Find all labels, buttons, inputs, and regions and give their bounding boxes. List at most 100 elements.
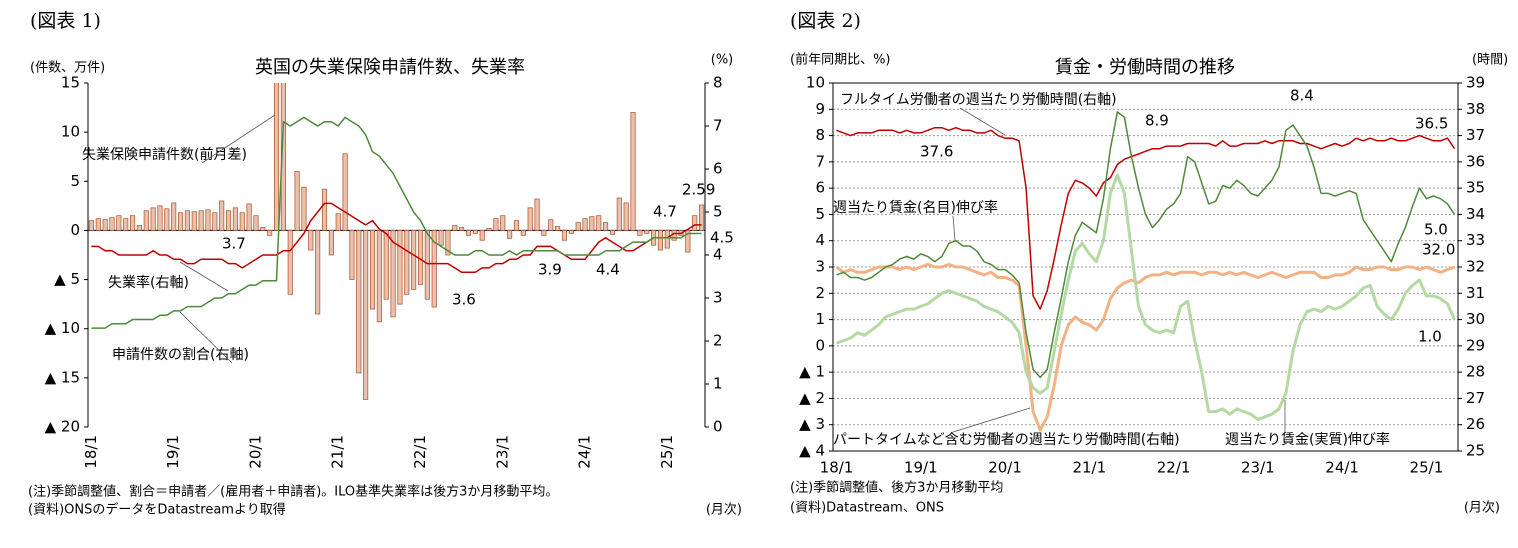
- bar: [287, 230, 293, 295]
- annotation: 3.9: [538, 261, 562, 279]
- leader-line: [179, 261, 229, 292]
- annotation: 3.6: [452, 291, 476, 309]
- series-label: 週当たり賃金(名目)伸び率: [833, 199, 998, 216]
- leader-line: [959, 107, 1006, 136]
- bar: [644, 230, 650, 234]
- y-tick-label: ▲ 4: [799, 442, 825, 460]
- bar: [664, 230, 670, 249]
- bar: [397, 230, 403, 305]
- bar: [349, 230, 355, 280]
- line-series: [91, 202, 702, 273]
- bar: [438, 230, 444, 246]
- y-tick-label: 7: [815, 152, 825, 170]
- bar: [596, 215, 602, 231]
- bar: [225, 210, 232, 231]
- bar: [335, 213, 341, 231]
- x-tick-label: 18/1: [820, 459, 854, 477]
- y-tick-label: 10: [61, 123, 80, 141]
- y2-tick-label: 0: [713, 418, 723, 436]
- bar: [219, 200, 225, 231]
- y2-tick-label: 27: [1466, 389, 1485, 407]
- x-tick-label: 19/1: [904, 459, 938, 477]
- bar: [657, 230, 663, 251]
- bar: [212, 212, 218, 231]
- bar: [603, 222, 609, 231]
- x-tick-label: 21/1: [1072, 459, 1106, 477]
- bar: [267, 230, 273, 236]
- bar: [411, 230, 417, 290]
- y2-tick-label: 3: [713, 289, 723, 307]
- bar: [253, 215, 259, 231]
- bar: [637, 230, 643, 236]
- y-tick-label: 6: [815, 179, 825, 197]
- y2-tick-label: 29: [1466, 336, 1485, 354]
- y-tick-label: ▲ 3: [799, 415, 825, 433]
- annotation: 2.59: [682, 181, 715, 199]
- bar: [465, 230, 472, 236]
- bar: [136, 225, 142, 231]
- y2-tick-label: 7: [713, 117, 723, 135]
- line-series: [91, 116, 702, 329]
- bar: [527, 207, 533, 231]
- y2-tick-label: 37: [1466, 126, 1485, 144]
- figure-label: (図表 2): [790, 10, 861, 32]
- line-series: [835, 173, 1456, 421]
- leader-line: [952, 407, 1031, 433]
- bar: [486, 228, 492, 231]
- plot-area: [835, 111, 1456, 432]
- bar: [445, 230, 451, 256]
- bar: [568, 230, 574, 234]
- annotation: 1.0: [1418, 328, 1442, 346]
- bar: [424, 230, 430, 300]
- bar: [609, 230, 615, 235]
- bar: [507, 230, 513, 239]
- leader-line: [952, 215, 956, 241]
- y-tick-label: 2: [815, 284, 825, 302]
- y2-tick-label: 31: [1466, 284, 1485, 302]
- bar: [685, 230, 691, 253]
- y-tick-label: ▲ 20: [45, 418, 80, 436]
- chart-title: 賃金・労働時間の推移: [1055, 57, 1235, 78]
- y2-tick-label: 8: [713, 74, 723, 92]
- x-unit: (月次): [706, 502, 742, 518]
- plot-area: [88, 83, 705, 400]
- bar: [356, 230, 362, 374]
- y-tick-label: 3: [815, 258, 825, 276]
- bar: [184, 210, 190, 231]
- chart-title: 英国の失業保険申請件数、失業率: [255, 57, 525, 78]
- bar: [321, 188, 328, 231]
- bar: [699, 204, 705, 231]
- y-tick-label: 8: [815, 126, 825, 144]
- y-tick-label: 0: [70, 221, 80, 239]
- annotation: 4.5: [710, 229, 734, 247]
- figure-label: (図表 1): [30, 10, 101, 32]
- x-tick-label: 20/1: [988, 459, 1022, 477]
- bar: [630, 112, 636, 231]
- x-tick-label: 18/1: [82, 435, 100, 469]
- annotation: 4.4: [596, 261, 620, 279]
- y-tick-label: 5: [815, 205, 825, 223]
- line-series: [835, 262, 1456, 432]
- bar: [383, 230, 389, 300]
- bar: [164, 208, 170, 231]
- y2-tick-label: 28: [1466, 363, 1485, 381]
- bar: [301, 186, 307, 231]
- y2-tick-label: 30: [1466, 310, 1485, 328]
- bar: [623, 202, 629, 231]
- bar: [520, 230, 526, 236]
- bar: [500, 215, 506, 231]
- bar: [589, 216, 595, 231]
- bar: [171, 202, 177, 231]
- bar: [205, 209, 211, 231]
- bar: [246, 203, 252, 231]
- y-tick-label: 9: [815, 100, 825, 118]
- x-tick-label: 19/1: [164, 435, 182, 469]
- x-tick-label: 21/1: [329, 435, 347, 469]
- y2-tick-label: 33: [1466, 231, 1485, 249]
- x-tick-label: 22/1: [411, 435, 429, 469]
- x-tick-label: 23/1: [493, 435, 511, 469]
- y-tick-label: 5: [70, 172, 80, 190]
- bar: [109, 217, 115, 231]
- series-label: 申請件数の割合(右軸): [112, 346, 249, 363]
